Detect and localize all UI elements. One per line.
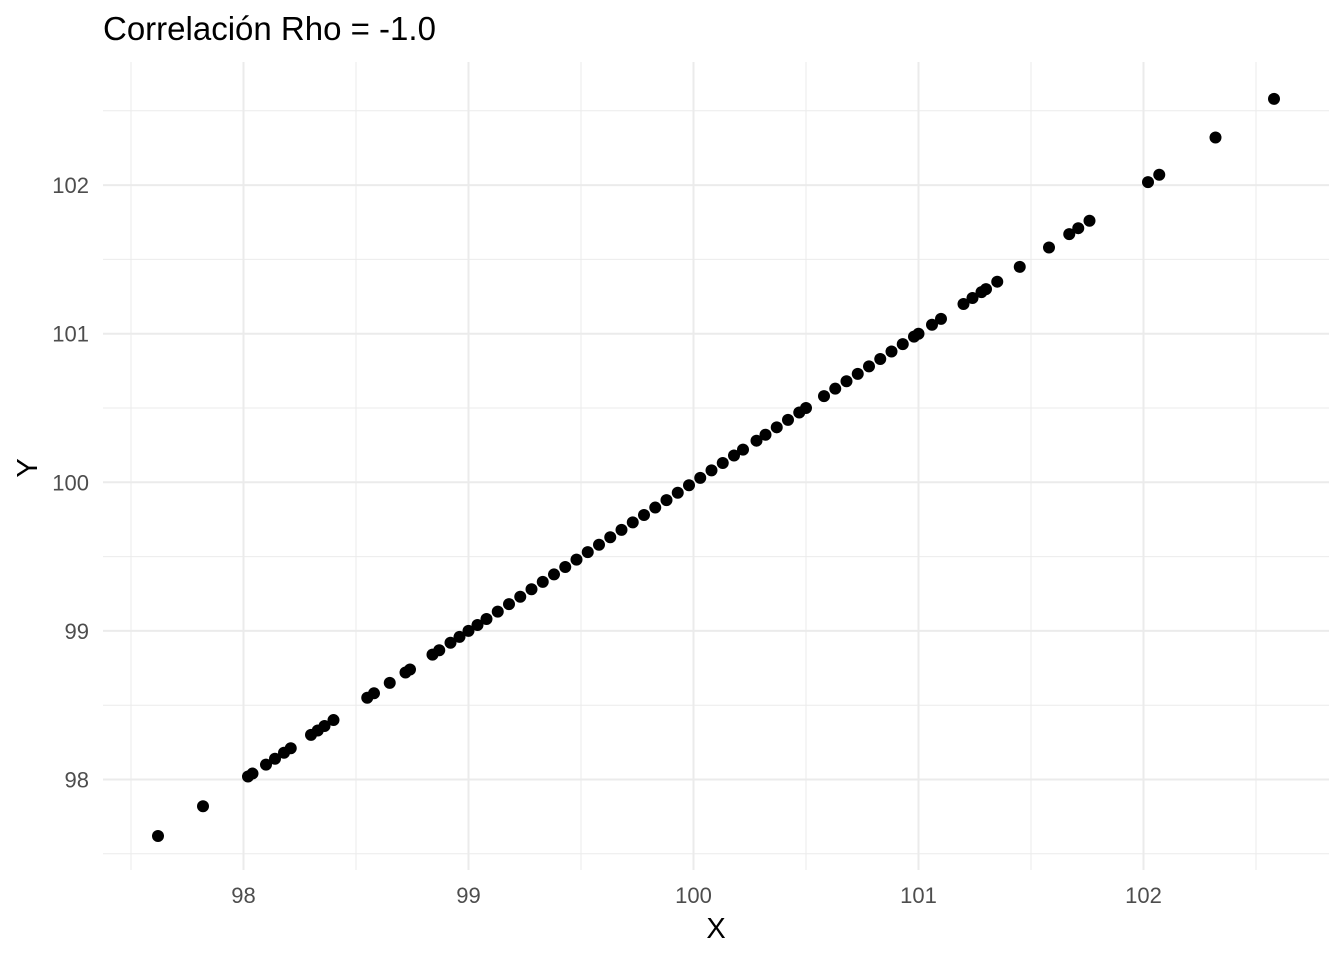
y-tick-label: 102 — [52, 173, 89, 198]
data-point — [503, 598, 515, 611]
data-point — [818, 390, 830, 403]
data-point — [559, 561, 572, 574]
data-point — [514, 590, 527, 603]
data-point — [462, 624, 475, 637]
data-point — [1268, 92, 1280, 105]
data-point — [1072, 222, 1085, 235]
data-point — [649, 501, 662, 514]
data-point — [829, 382, 842, 395]
grid-lines — [103, 62, 1329, 870]
y-axis-label: Y — [12, 458, 44, 477]
data-point — [404, 663, 416, 676]
data-point — [1153, 168, 1166, 181]
x-tick-label: 102 — [1125, 883, 1162, 908]
data-point — [705, 464, 718, 477]
data-point — [269, 752, 281, 765]
x-tick-label: 100 — [675, 883, 712, 908]
data-point — [1043, 241, 1055, 254]
data-point — [327, 714, 340, 727]
data-point — [453, 630, 466, 643]
data-point — [615, 523, 628, 536]
data-point — [912, 327, 925, 340]
data-point — [957, 297, 970, 310]
data-point — [716, 456, 729, 469]
x-tick-label: 99 — [456, 883, 480, 908]
y-axis-ticks: 98 99 100 101 102 — [52, 173, 89, 792]
data-point — [581, 546, 594, 559]
y-tick-label: 98 — [65, 768, 89, 793]
data-point — [770, 421, 783, 434]
y-tick-label: 100 — [52, 470, 89, 495]
data-point — [525, 583, 538, 596]
data-point — [896, 338, 909, 351]
data-point — [433, 644, 446, 657]
data-point — [471, 618, 484, 631]
data-point — [966, 292, 979, 305]
y-tick-label: 99 — [65, 619, 89, 644]
data-point — [683, 479, 695, 492]
data-point — [548, 568, 560, 581]
data-point — [885, 345, 898, 358]
data-point — [570, 553, 583, 566]
data-point — [863, 360, 875, 373]
data-point — [1209, 131, 1222, 144]
x-tick-label: 101 — [900, 883, 937, 908]
data-point — [368, 687, 380, 700]
data-point — [926, 318, 938, 331]
data-point — [728, 449, 740, 462]
data-point — [626, 516, 639, 529]
data-point — [152, 829, 164, 842]
data-point — [638, 508, 650, 521]
data-point — [1063, 228, 1076, 241]
data-point — [1083, 214, 1096, 227]
data-points — [152, 92, 1280, 842]
data-point — [246, 767, 259, 780]
data-point — [604, 531, 617, 544]
data-point — [660, 494, 673, 507]
data-point — [383, 676, 396, 689]
data-point — [851, 367, 864, 380]
chart-title: Correlación Rho = -1.0 — [103, 10, 436, 47]
y-tick-label: 101 — [52, 322, 89, 347]
data-point — [480, 613, 493, 626]
data-point — [593, 538, 605, 551]
data-point — [737, 443, 749, 456]
data-point — [260, 758, 272, 771]
data-point — [750, 434, 763, 447]
x-axis-ticks: 98 99 100 101 102 — [231, 883, 1162, 908]
data-point — [1142, 176, 1154, 189]
data-point — [991, 275, 1004, 288]
data-point — [318, 720, 331, 733]
data-point — [197, 800, 209, 813]
x-tick-label: 98 — [231, 883, 255, 908]
data-point — [694, 471, 707, 484]
data-point — [284, 742, 297, 755]
data-point — [491, 605, 504, 618]
data-point — [759, 428, 772, 441]
data-point — [935, 312, 947, 325]
data-point — [1013, 260, 1026, 273]
data-point — [444, 636, 457, 649]
data-point — [980, 283, 992, 296]
data-point — [671, 486, 684, 499]
data-point — [536, 575, 549, 588]
data-point — [840, 375, 853, 388]
data-point — [782, 413, 794, 426]
data-point — [800, 402, 812, 414]
data-point — [874, 352, 887, 365]
x-axis-label: X — [706, 913, 725, 945]
